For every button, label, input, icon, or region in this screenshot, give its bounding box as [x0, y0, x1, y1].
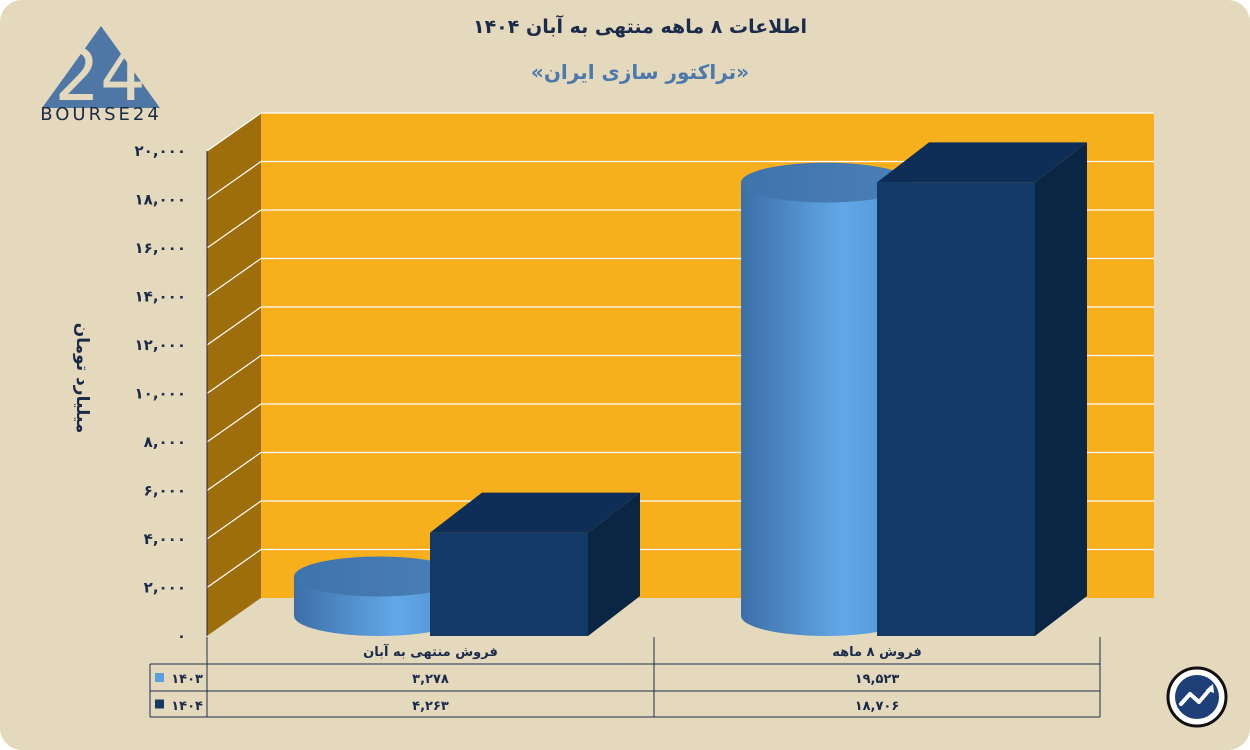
y-tick-label: ۴,۰۰۰	[144, 530, 186, 548]
gridline-side	[206, 355, 262, 394]
legend-entry: ۱۴۰۳	[171, 672, 203, 687]
data-table: فروش منتهی به آبان فروش ۸ ماهه ۱۴۰۳ ۳,۲۷۸ ۱۹…	[149, 637, 1101, 718]
gridline-side	[206, 161, 262, 200]
logo-mark: 24	[54, 33, 146, 117]
gridline-side	[206, 258, 262, 297]
y-tick-label: ۸,۰۰۰	[144, 433, 186, 451]
chart-subtitle: «تراکتور سازی ایران»	[530, 60, 750, 84]
bar-box-top	[877, 142, 1087, 183]
chart-title: اطلاعات ۸ ماهه منتهی به آبان ۱۴۰۴	[472, 16, 808, 38]
bars	[294, 142, 1087, 636]
category-label: فروش منتهی به آبان	[363, 643, 498, 660]
y-tick-label: ۲۰,۰۰۰	[135, 142, 186, 160]
y-tick-label: ۱۲,۰۰۰	[135, 336, 186, 354]
bar-box-top	[430, 492, 640, 533]
gridline-side	[206, 209, 262, 249]
data-label: ۳,۲۷۸	[412, 672, 449, 687]
y-tick-label: ۱۶,۰۰۰	[135, 239, 186, 257]
chart-trend-icon	[1166, 666, 1228, 728]
y-tick-label: ۲,۰۰۰	[144, 579, 186, 597]
logo-text: BOURSE24	[40, 104, 162, 125]
y-tick-label: ۶,۰۰۰	[144, 482, 186, 500]
gridline-side	[206, 306, 262, 346]
bar-box-side	[1035, 142, 1087, 636]
legend-entry: ۱۴۰۴	[171, 699, 203, 714]
bar-box	[877, 182, 1035, 636]
bar-box	[430, 532, 588, 636]
data-label: ۱۸,۷۰۶	[855, 699, 900, 714]
legend-swatch	[155, 699, 164, 709]
y-axis-label: میلیارد تومان	[72, 322, 92, 434]
bar-cylinder-top	[294, 556, 464, 597]
bar-cylinder-top	[741, 162, 911, 203]
y-tick-label: ۱۰,۰۰۰	[135, 385, 186, 403]
y-tick-label: ۱۴,۰۰۰	[135, 288, 186, 306]
gridline-side	[206, 403, 262, 443]
data-label: ۴,۲۶۳	[412, 699, 449, 714]
gridline-side	[206, 549, 262, 588]
gridline-side	[206, 112, 262, 152]
gridline-side	[206, 500, 262, 540]
category-label: فروش ۸ ماهه	[832, 645, 921, 660]
data-label: ۱۹,۵۲۳	[855, 672, 900, 687]
bourse24-logo: 24	[42, 26, 160, 117]
y-tick-label: ۰	[177, 627, 186, 645]
gridline-side	[206, 452, 262, 491]
bar-cylinder	[741, 182, 911, 636]
legend-swatch	[155, 673, 164, 682]
y-tick-label: ۱۸,۰۰۰	[135, 191, 186, 209]
y-tick-labels: ۰ ۲,۰۰۰ ۴,۰۰۰ ۶,۰۰۰ ۸,۰۰۰ ۱۰,۰۰۰ ۱۲,۰۰۰ ۱۴,۰۰۰ ۱…	[135, 142, 186, 645]
bar-box-side	[588, 492, 640, 636]
